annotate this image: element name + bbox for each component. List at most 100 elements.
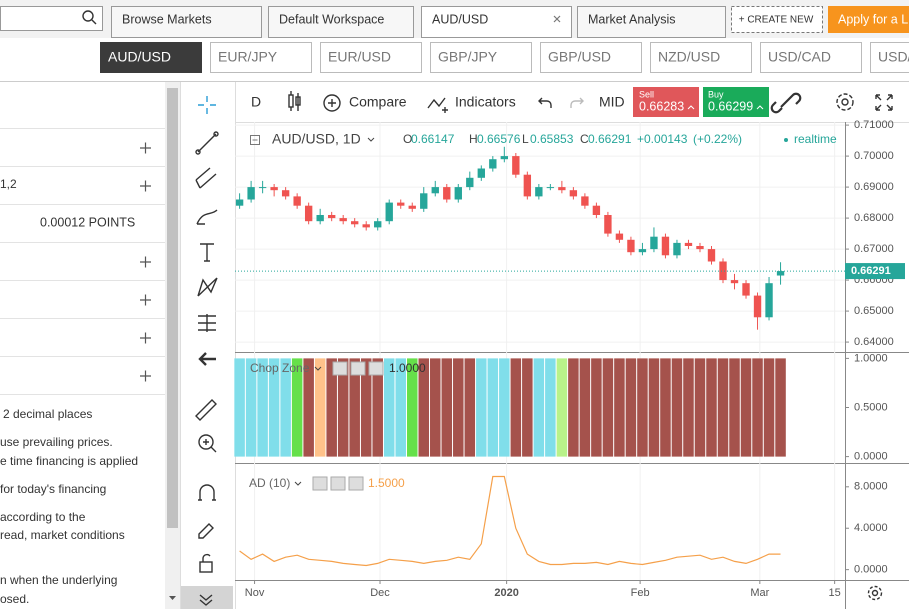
instrument-button[interactable]	[760, 42, 862, 73]
ohlc-value: 0.66291	[588, 132, 632, 146]
candle-body	[696, 245, 704, 250]
ohlc-value: 0.66147	[411, 132, 455, 146]
note-text: osed.	[0, 592, 29, 606]
y-tick-label: 0.70000	[854, 150, 894, 162]
compare-icon[interactable]	[323, 94, 341, 112]
tab[interactable]	[577, 6, 726, 38]
bar	[430, 358, 441, 457]
bar	[326, 358, 337, 457]
tab-label: Market Analysis	[588, 12, 676, 26]
bar	[579, 358, 591, 457]
bar	[360, 358, 372, 457]
tool-icon	[199, 594, 213, 606]
candle-body	[374, 221, 382, 228]
bar	[775, 358, 786, 457]
search-box[interactable]	[0, 6, 103, 31]
instrument-label: USD/	[878, 49, 909, 65]
indicator-controls[interactable]	[312, 476, 364, 491]
bar	[453, 358, 464, 457]
y-tick-label: 0.5000	[854, 401, 888, 413]
ohlc-key: O	[403, 132, 412, 146]
indicators-icon[interactable]	[427, 97, 448, 113]
chevron[interactable]	[294, 481, 302, 486]
bar	[671, 358, 683, 457]
candle-body	[581, 196, 589, 206]
candle-body	[719, 261, 727, 281]
ohlc-value: 0.66576	[477, 132, 521, 146]
apply-button[interactable]	[828, 6, 909, 33]
scroll-arrow[interactable]	[169, 596, 176, 600]
status-dot	[784, 138, 788, 142]
instrument-button[interactable]	[650, 42, 752, 73]
price-type[interactable]: MID	[599, 94, 625, 110]
candle-body	[661, 236, 670, 256]
instrument-button[interactable]	[100, 42, 202, 73]
bar	[568, 358, 579, 457]
interval-button[interactable]: D	[251, 94, 261, 110]
link-button[interactable]	[770, 92, 802, 114]
x-tick-label: 2020	[494, 587, 518, 599]
instrument-button[interactable]	[430, 42, 532, 73]
ohlc-key: L	[522, 132, 529, 146]
bar	[763, 358, 775, 457]
sell-button[interactable]	[633, 87, 699, 117]
tool-button[interactable]	[181, 586, 233, 609]
buy-label: Buy	[708, 89, 724, 99]
scroll-thumb[interactable]	[167, 88, 178, 528]
instrument-button[interactable]	[540, 42, 642, 73]
y-tick-label: 0.67000	[854, 243, 894, 255]
sell-label: Sell	[639, 89, 654, 99]
bar	[476, 358, 487, 457]
indicator-controls[interactable]	[332, 361, 384, 376]
instrument-label: EUR/USD	[328, 49, 391, 65]
tab-close[interactable]	[553, 15, 561, 23]
tab[interactable]	[421, 6, 572, 38]
bar	[533, 358, 545, 457]
left-panel-rows	[0, 128, 165, 395]
candle-body	[489, 159, 497, 169]
candle-body	[443, 187, 451, 200]
instrument-label: GBP/USD	[548, 49, 611, 65]
indicators-button[interactable]: Indicators	[455, 94, 516, 110]
candle-body	[454, 187, 462, 200]
change-percent: (+0.22%)	[693, 132, 742, 146]
bar	[729, 358, 740, 457]
expand-icons[interactable]	[140, 142, 151, 382]
apply-label: Apply for a L	[838, 12, 908, 26]
compare-button[interactable]: Compare	[349, 94, 407, 110]
drawing-tools[interactable]	[195, 96, 219, 573]
instrument-button[interactable]	[210, 42, 312, 73]
candle-body	[684, 242, 693, 246]
create-new-button[interactable]	[731, 6, 823, 33]
candle-body	[535, 187, 543, 197]
chevron[interactable]	[314, 366, 322, 371]
buy-button[interactable]	[703, 87, 769, 117]
candle-body	[420, 193, 428, 209]
chart-type-icon[interactable]	[288, 91, 301, 111]
axis-settings[interactable]	[867, 585, 883, 601]
row-value: 1,2	[0, 177, 17, 191]
create-new-label: + CREATE NEW	[739, 15, 814, 26]
tab[interactable]	[268, 6, 414, 38]
collapse-icon[interactable]	[250, 135, 260, 145]
candle-body	[247, 187, 255, 200]
undo-button[interactable]	[538, 97, 552, 108]
change: +0.00143	[637, 132, 688, 146]
buy-price: 0.66299	[708, 99, 753, 113]
instrument-button[interactable]	[870, 42, 909, 73]
tab-label: Browse Markets	[122, 12, 212, 26]
x-tick-label: Dec	[370, 587, 390, 599]
candle-body	[408, 205, 416, 209]
candle-body	[477, 168, 485, 178]
bar	[602, 358, 614, 457]
instrument-button[interactable]	[320, 42, 422, 73]
redo-button[interactable]	[570, 97, 584, 108]
chevron[interactable]	[367, 137, 375, 142]
settings-button[interactable]	[836, 93, 854, 111]
buy-arrow	[756, 105, 764, 110]
tab[interactable]	[111, 6, 262, 38]
y-tick-label: 0.65000	[854, 305, 894, 317]
bar	[303, 358, 314, 457]
fullscreen-button[interactable]	[875, 94, 893, 111]
bar	[234, 358, 245, 457]
